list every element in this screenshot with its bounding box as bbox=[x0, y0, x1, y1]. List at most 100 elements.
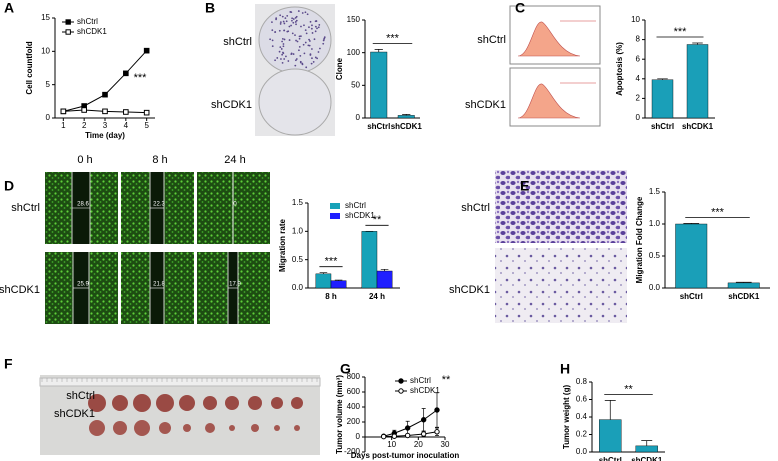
point bbox=[102, 91, 108, 98]
x-tick-label: shCtrl bbox=[651, 122, 674, 131]
y-tick-label: 0.0 bbox=[576, 447, 588, 456]
colony bbox=[285, 20, 288, 23]
bar bbox=[686, 44, 709, 119]
x-axis-label: Days post-tumor inoculation bbox=[351, 451, 460, 460]
x-tick-label: shCtrl bbox=[367, 122, 390, 131]
y-tick-label: 4 bbox=[636, 74, 641, 83]
tumor bbox=[134, 420, 150, 436]
bar bbox=[675, 223, 708, 289]
annotation: *** bbox=[386, 32, 400, 44]
y-tick-label: 100 bbox=[347, 48, 361, 57]
legend-marker bbox=[65, 29, 71, 35]
colony bbox=[281, 40, 284, 43]
colony bbox=[287, 30, 290, 33]
colony bbox=[284, 17, 287, 19]
bar bbox=[361, 231, 378, 289]
colony bbox=[283, 58, 286, 60]
tumor bbox=[159, 422, 171, 434]
tumor bbox=[271, 397, 283, 409]
colony bbox=[305, 32, 308, 35]
panel-letter: A bbox=[4, 0, 14, 16]
y-tick-label: 0.5 bbox=[292, 255, 304, 264]
y-tick-label: 0.2 bbox=[576, 430, 588, 439]
colony bbox=[271, 21, 273, 24]
colony bbox=[322, 42, 325, 45]
column-label: 0 h bbox=[77, 154, 92, 166]
transwell-image bbox=[495, 170, 627, 243]
colony bbox=[278, 29, 281, 32]
colony bbox=[283, 22, 286, 25]
colony bbox=[304, 11, 307, 14]
colony bbox=[294, 64, 297, 67]
point bbox=[60, 108, 67, 115]
legend-label: shCtrl bbox=[345, 201, 366, 210]
colony bbox=[316, 27, 318, 30]
colony bbox=[309, 53, 312, 56]
x-axis-label: Time (day) bbox=[85, 131, 125, 140]
y-tick-label: 0.8 bbox=[576, 377, 588, 386]
tumor bbox=[225, 396, 239, 410]
y-axis-label: Tumor weight (g) bbox=[562, 385, 571, 450]
colony bbox=[313, 38, 316, 41]
wound-width: 25.9 bbox=[77, 282, 89, 288]
colony bbox=[308, 26, 310, 29]
colony bbox=[295, 15, 298, 18]
point bbox=[143, 47, 150, 54]
tumor bbox=[203, 396, 217, 410]
colony bbox=[280, 48, 283, 50]
colony bbox=[288, 39, 291, 41]
y-tick-label: 0.0 bbox=[292, 283, 304, 292]
x-tick-label: 24 h bbox=[369, 292, 385, 301]
annotation: *** bbox=[674, 26, 688, 38]
point bbox=[391, 433, 398, 439]
panel-letter: C bbox=[515, 0, 525, 16]
tumor bbox=[248, 396, 262, 410]
annotation: ** bbox=[442, 374, 451, 386]
colony bbox=[271, 29, 274, 32]
point bbox=[434, 407, 440, 413]
x-tick-label: shCDK1 bbox=[728, 292, 760, 301]
colony bbox=[298, 45, 301, 48]
y-tick-label: 200 bbox=[347, 417, 361, 426]
error-bar bbox=[641, 440, 653, 446]
error-bar bbox=[735, 281, 752, 283]
colony bbox=[314, 25, 317, 28]
transwell-image bbox=[495, 248, 627, 323]
y-tick-label: 1.5 bbox=[649, 187, 661, 196]
colony bbox=[271, 45, 274, 48]
y-tick-label: -200 bbox=[344, 447, 361, 456]
colony bbox=[319, 47, 321, 50]
error-bar bbox=[402, 114, 411, 116]
flow-histogram bbox=[517, 83, 581, 119]
colony bbox=[279, 21, 282, 24]
colony bbox=[276, 57, 279, 59]
y-tick-label: 0 bbox=[356, 113, 361, 122]
colony bbox=[282, 45, 285, 48]
y-axis-label: Apoptosis (%) bbox=[615, 42, 624, 96]
legend-marker bbox=[398, 378, 404, 384]
point bbox=[404, 425, 411, 431]
tumor bbox=[183, 424, 191, 432]
colony bbox=[317, 51, 320, 53]
colony bbox=[308, 38, 310, 41]
point bbox=[143, 109, 150, 116]
colony bbox=[303, 24, 305, 27]
tumor bbox=[294, 425, 300, 431]
wound-width: 0 bbox=[233, 202, 237, 208]
colony bbox=[317, 26, 320, 29]
y-tick-label: 600 bbox=[347, 387, 361, 396]
y-tick-label: 800 bbox=[347, 372, 361, 381]
colony bbox=[291, 32, 294, 35]
bar bbox=[376, 270, 393, 289]
colony bbox=[290, 24, 292, 27]
colony bbox=[301, 62, 304, 65]
y-tick-label: 0 bbox=[356, 432, 361, 441]
colony bbox=[304, 29, 307, 32]
colony bbox=[298, 37, 301, 40]
legend-label: shCDK1 bbox=[410, 386, 440, 395]
y-tick-label: 10 bbox=[41, 46, 50, 55]
bar bbox=[315, 273, 332, 289]
annotation: ** bbox=[624, 383, 633, 395]
panel-letter: G bbox=[340, 361, 351, 377]
